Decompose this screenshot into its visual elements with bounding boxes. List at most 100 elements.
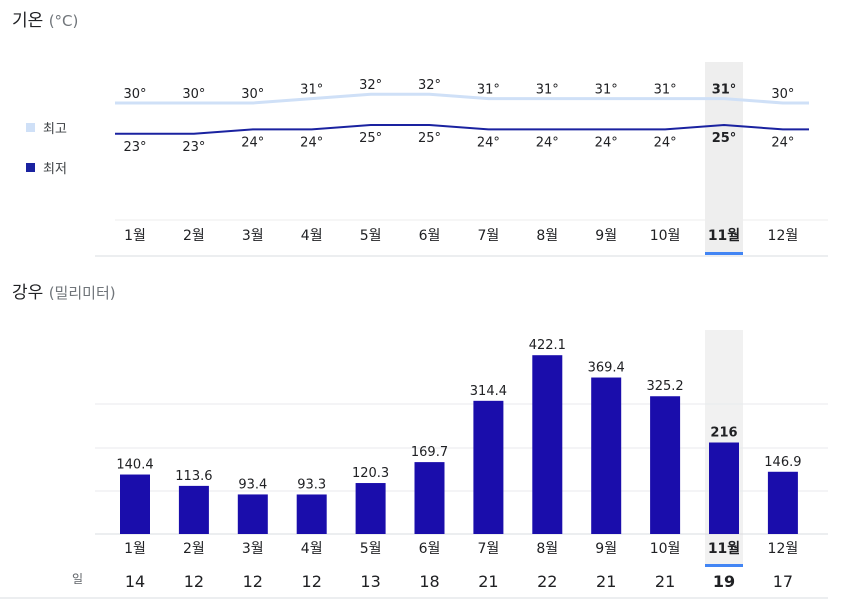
rain-month-label: 4월 (301, 541, 323, 557)
max-temp-label: 32° (359, 78, 382, 93)
rain-days-value: 21 (655, 572, 675, 591)
rain-value-label: 113.6 (175, 469, 212, 484)
max-temp-line (115, 92, 809, 105)
temp-month-label: 9월 (595, 228, 617, 244)
rain-days-value: 21 (596, 572, 616, 591)
rain-bar (414, 462, 445, 534)
rain-days-value: 12 (243, 572, 263, 591)
rain-month-label: 10월 (650, 541, 681, 557)
rain-bar (178, 485, 209, 534)
rainfall-unit: (밀리미터) (48, 284, 116, 302)
rain-value-label: 93.3 (297, 477, 326, 492)
max-temp-label: 30° (123, 87, 146, 102)
max-temp-label: 31° (477, 83, 500, 98)
rainfall-title-text: 강우 (12, 283, 44, 303)
rain-value-label: 120.3 (352, 466, 389, 481)
rain-value-label: 314.4 (470, 384, 507, 399)
rain-bar (709, 442, 739, 534)
rain-value-label: 422.1 (529, 338, 566, 353)
legend-min-swatch (26, 163, 35, 172)
rain-days-label: 일 (72, 572, 84, 586)
rain-value-label: 169.7 (411, 445, 448, 460)
rain-month-label: 1월 (124, 541, 146, 557)
min-temp-label: 25° (418, 131, 441, 146)
min-temp-label: 24° (771, 135, 794, 150)
rain-days-value: 22 (537, 572, 557, 591)
rain-bar (296, 494, 327, 534)
rain-month-label: 8월 (536, 541, 558, 557)
legend-min-label: 최저 (43, 162, 67, 177)
rainfall-title: 강우 (밀리미터) (12, 278, 116, 303)
temp-month-label: 11월 (708, 227, 740, 244)
rain-days-value: 19 (713, 572, 735, 591)
rain-days-value: 13 (360, 572, 380, 591)
temperature-unit: (°C) (48, 12, 79, 30)
rain-month-label: 2월 (183, 541, 205, 557)
rain-days-value: 14 (125, 572, 145, 591)
rain-selected-indicator (705, 564, 743, 567)
legend-min: 최저 (26, 158, 67, 177)
rain-value-label: 146.9 (764, 455, 801, 470)
min-temp-label: 24° (654, 135, 677, 150)
temp-month-label: 1월 (124, 228, 146, 244)
rain-month-label: 12월 (768, 541, 799, 557)
rain-days-value: 12 (302, 572, 322, 591)
rain-value-label: 216 (710, 426, 737, 441)
min-temp-label: 24° (536, 135, 559, 150)
max-temp-label: 31° (300, 83, 323, 98)
min-temp-label: 25° (712, 131, 737, 146)
temp-month-label: 10월 (650, 228, 681, 244)
rain-month-label: 11월 (708, 540, 740, 557)
rain-value-label: 93.4 (238, 477, 267, 492)
rain-bar (767, 471, 798, 534)
rain-bar (355, 483, 386, 534)
rain-days-value: 18 (419, 572, 439, 591)
rain-days-value: 12 (184, 572, 204, 591)
rain-days-value: 17 (773, 572, 793, 591)
rain-month-label: 9월 (595, 541, 617, 557)
rain-month-label: 7월 (478, 541, 500, 557)
max-temp-label: 31° (595, 83, 618, 98)
min-temp-label: 24° (595, 135, 618, 150)
rain-days-value: 21 (478, 572, 498, 591)
min-temp-label: 23° (123, 140, 146, 155)
temp-month-label: 7월 (478, 228, 500, 244)
rain-value-label: 325.2 (646, 379, 683, 394)
temperature-title: 기온 (°C) (12, 6, 78, 31)
selected-month-highlight-temp (705, 62, 743, 254)
temperature-title-text: 기온 (12, 11, 44, 31)
temp-month-label: 3월 (242, 228, 264, 244)
rain-bar (650, 396, 681, 534)
min-temp-label: 25° (359, 131, 382, 146)
temp-selected-indicator (705, 252, 743, 255)
rain-bar (591, 377, 622, 534)
temp-month-label: 2월 (183, 228, 205, 244)
max-temp-label: 31° (654, 83, 677, 98)
rain-bar (473, 400, 504, 534)
legend-max-swatch (26, 123, 35, 132)
legend-max-label: 최고 (43, 122, 67, 137)
rain-month-label: 3월 (242, 541, 264, 557)
min-temp-label: 24° (241, 135, 264, 150)
rain-value-label: 140.4 (116, 458, 153, 473)
max-temp-label: 31° (536, 83, 559, 98)
rain-month-label: 6월 (419, 541, 441, 557)
max-temp-label: 32° (418, 78, 441, 93)
temp-month-label: 8월 (536, 228, 558, 244)
temp-month-label: 12월 (768, 228, 799, 244)
max-temp-label: 30° (182, 87, 205, 102)
min-temp-label: 23° (182, 140, 205, 155)
temp-month-label: 6월 (419, 228, 441, 244)
rain-value-label: 369.4 (588, 361, 625, 376)
max-temp-label: 31° (712, 83, 737, 98)
temp-month-label: 4월 (301, 228, 323, 244)
min-temp-line (115, 123, 809, 135)
min-temp-label: 24° (300, 135, 323, 150)
min-temp-label: 24° (477, 135, 500, 150)
rain-bar (237, 494, 268, 534)
max-temp-label: 30° (241, 87, 264, 102)
legend-max: 최고 (26, 118, 67, 137)
rain-bar (532, 355, 563, 534)
rain-month-label: 5월 (360, 541, 382, 557)
